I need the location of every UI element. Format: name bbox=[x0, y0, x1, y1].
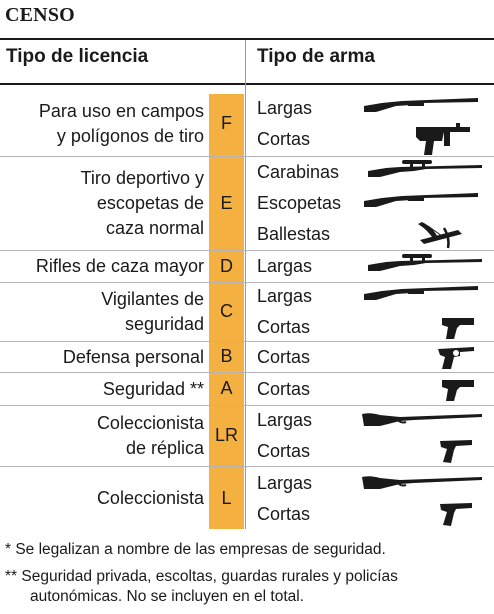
license-class: B bbox=[220, 346, 233, 366]
weapon-type: Largas bbox=[257, 410, 313, 430]
pistol-icon bbox=[440, 315, 476, 341]
license-description-line: Rifles de caza mayor bbox=[35, 256, 204, 276]
weapon-type: Cortas bbox=[257, 503, 311, 524]
license-class: L bbox=[221, 487, 232, 508]
weapon-type: Largas bbox=[257, 472, 313, 493]
license-description: Defensa personal bbox=[63, 345, 204, 370]
column-divider bbox=[245, 40, 246, 529]
antique-pistol-icon bbox=[438, 437, 474, 465]
weapon-type: Largas bbox=[257, 286, 313, 306]
license-class: LR bbox=[214, 425, 238, 445]
license-description-line: Para uso en campos bbox=[38, 100, 204, 121]
page-title: CENSO bbox=[5, 4, 75, 26]
row-divider bbox=[0, 282, 494, 283]
license-class: D bbox=[220, 255, 233, 276]
license-description: Seguridad ** bbox=[103, 377, 204, 402]
shotgun-icon bbox=[362, 94, 480, 114]
header-weapon-type: Tipo de arma bbox=[257, 46, 375, 67]
row-divider bbox=[0, 250, 494, 251]
license-class: C bbox=[220, 301, 233, 321]
license-description-line: Defensa personal bbox=[62, 346, 204, 367]
row-divider bbox=[0, 156, 494, 157]
row-divider bbox=[0, 466, 494, 467]
header-license-type: Tipo de licencia bbox=[6, 46, 149, 67]
antique-rifle-icon bbox=[360, 469, 484, 491]
license-description-line: Vigilantes de bbox=[101, 289, 204, 309]
row-divider bbox=[0, 405, 494, 406]
top-divider bbox=[0, 38, 494, 40]
row-divider bbox=[0, 372, 494, 373]
license-description-line: de réplica bbox=[125, 438, 204, 458]
license-class: F bbox=[221, 112, 232, 133]
weapon-type: Carabinas bbox=[257, 162, 340, 182]
scoped-rifle-icon bbox=[366, 251, 484, 273]
license-description: Vigilantes de seguridad bbox=[101, 287, 204, 337]
license-description: Tiro deportivo y escopetas de caza normal bbox=[81, 166, 204, 241]
license-class: E bbox=[220, 192, 233, 213]
weapon-type: Ballestas bbox=[257, 224, 331, 244]
header-divider bbox=[0, 83, 494, 85]
shotgun-icon bbox=[362, 189, 480, 209]
license-description-line: Seguridad ** bbox=[102, 378, 204, 399]
license-description: Para uso en campos y polígonos de tiro bbox=[39, 99, 204, 149]
crossbow-icon bbox=[414, 220, 464, 250]
license-description-line: Coleccionista bbox=[96, 488, 204, 508]
weapon-type: Largas bbox=[257, 256, 313, 276]
license-description-line: y polígonos de tiro bbox=[56, 125, 204, 146]
license-description-line: seguridad bbox=[124, 314, 204, 334]
license-description-line: escopetas de bbox=[96, 193, 204, 213]
footnote-1: * Se legalizan a nombre de las empresas … bbox=[5, 541, 386, 558]
license-description-line: Tiro deportivo y bbox=[80, 168, 204, 188]
pistol-icon bbox=[440, 377, 476, 403]
license-description: Coleccionista bbox=[97, 486, 204, 511]
weapon-type: Cortas bbox=[257, 128, 311, 149]
assault-pistol-icon bbox=[414, 121, 472, 157]
license-description-line: Coleccionista bbox=[96, 413, 204, 433]
row-divider bbox=[0, 341, 494, 342]
scoped-rifle-icon bbox=[366, 157, 484, 179]
weapon-type: Cortas bbox=[257, 346, 311, 367]
weapon-type: Cortas bbox=[257, 441, 311, 461]
license-description: Rifles de caza mayor bbox=[36, 254, 204, 279]
revolver-icon bbox=[436, 343, 476, 371]
weapon-type: Escopetas bbox=[257, 193, 342, 213]
license-class: A bbox=[220, 378, 233, 398]
weapon-type: Cortas bbox=[257, 317, 311, 337]
weapon-type: Cortas bbox=[257, 378, 311, 399]
license-class-column bbox=[209, 94, 244, 529]
footnote-2: ** Seguridad privada, escoltas, guardas … bbox=[5, 568, 398, 585]
antique-pistol-icon bbox=[438, 500, 474, 528]
antique-rifle-icon bbox=[360, 406, 484, 428]
footnote-2-cont: autonómicas. No se incluyen en el total. bbox=[30, 588, 304, 605]
weapon-type: Largas bbox=[257, 97, 313, 118]
license-description: Coleccionista de réplica bbox=[97, 411, 204, 461]
shotgun-icon bbox=[362, 282, 480, 302]
license-description-line: caza normal bbox=[105, 218, 204, 238]
